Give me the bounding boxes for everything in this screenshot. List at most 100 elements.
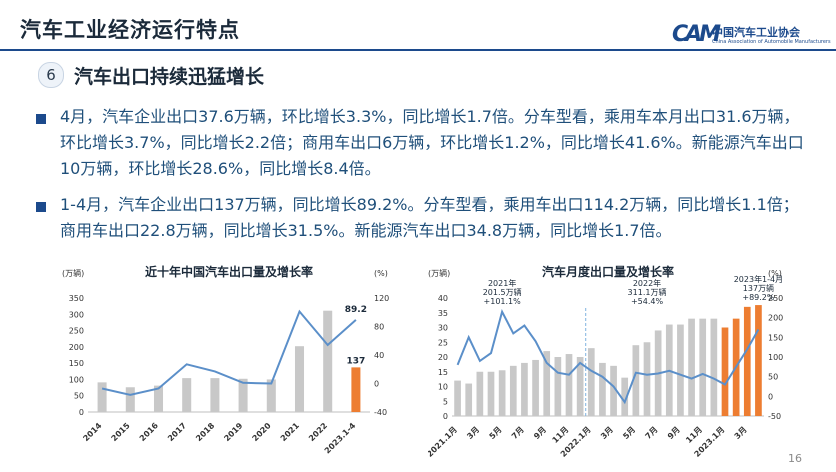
- x-tick-label: 5月: [488, 425, 504, 441]
- x-tick-label: 3月: [733, 425, 749, 441]
- x-tick-label: 9月: [666, 425, 682, 441]
- bar: [755, 305, 762, 416]
- y-right-tick: 200: [768, 314, 783, 323]
- growth-rate-line: [101, 309, 357, 396]
- annotation-label: 137万辆: [743, 283, 774, 293]
- bar: [509, 365, 517, 416]
- y-right-tick: -40: [374, 408, 387, 417]
- y-left-unit: (万辆): [62, 268, 84, 278]
- x-tick-label: 2015: [110, 421, 132, 443]
- x-tick-label: 3月: [465, 425, 481, 441]
- annotation-label: 2023年1-4月: [734, 274, 783, 284]
- bar: [97, 382, 107, 412]
- x-tick-label: 11月: [684, 425, 704, 445]
- y-left-tick: 35: [438, 309, 448, 318]
- data-label: 137: [347, 356, 366, 366]
- bar: [621, 377, 629, 416]
- bullet-icon: [36, 114, 46, 124]
- x-tick-label: 2017: [166, 421, 188, 443]
- x-tick-label: 7月: [644, 425, 660, 441]
- monthly-export-chart: 汽车月度出口量及增长率(万辆) (%)4035302520151050250200…: [428, 264, 783, 459]
- cam-logo: CAM 中国汽车工业协会 China Association of Automo…: [672, 22, 831, 52]
- logo-name-cn: 中国汽车工业协会: [712, 26, 800, 39]
- x-tick-label: 2020: [251, 421, 273, 443]
- annual-export-chart: 近十年中国汽车出口量及增长率 (万辆) (%) 350 300 250 200 150 100 5…: [62, 264, 389, 456]
- bar: [688, 318, 695, 416]
- bar: [465, 383, 473, 416]
- x-tick-label: 2014: [81, 421, 103, 443]
- x-tick-label: 2021.1月: [428, 425, 459, 459]
- annotation-label: +89.2%: [742, 293, 775, 302]
- bar: [699, 318, 707, 416]
- bar: [677, 324, 684, 416]
- bar: [294, 346, 305, 412]
- logo-name-en: China Association of Automobile Manufact…: [712, 39, 831, 45]
- y-left-tick: 5: [443, 397, 448, 406]
- x-tick-label: 5月: [621, 425, 637, 441]
- y-right-tick: -50: [768, 412, 781, 421]
- chart-title: 近十年中国汽车出口量及增长率: [145, 264, 313, 279]
- x-tick-label: 3月: [599, 425, 615, 441]
- annotation-label: 2022年: [633, 278, 661, 288]
- annotation-label: 201.5万辆: [483, 287, 522, 297]
- bar: [125, 387, 135, 412]
- y-left-tick: 150: [69, 359, 84, 368]
- y-left-tick: 250: [69, 327, 84, 336]
- y-right-unit: (%): [374, 269, 388, 278]
- y-left-tick: 30: [438, 324, 448, 333]
- annotation-label: +101.1%: [484, 297, 522, 306]
- y-left-tick: 15: [438, 368, 448, 377]
- x-tick-label: 11月: [551, 425, 571, 445]
- section-title: 汽车出口持续迅猛增长: [74, 66, 265, 88]
- y-right-tick: 80: [374, 323, 384, 332]
- page-title: 汽车工业经济运行特点: [20, 18, 240, 42]
- annotation-label: 311.1万辆: [628, 287, 667, 297]
- y-left-unit: (万辆): [428, 268, 450, 278]
- y-right-tick: 0: [374, 380, 379, 389]
- bar: [487, 371, 495, 416]
- bar: [576, 357, 584, 416]
- bar: [454, 380, 461, 416]
- bar: [521, 362, 528, 416]
- bar: [532, 359, 539, 416]
- x-tick-label: 2018: [194, 421, 216, 443]
- bar: [610, 365, 617, 416]
- bar: [266, 379, 276, 412]
- y-right-unit: (%): [768, 269, 782, 278]
- bar: [182, 378, 192, 412]
- y-left-tick: 25: [438, 338, 448, 347]
- y-right-tick: 100: [768, 353, 783, 362]
- y-left-tick: 300: [69, 310, 84, 319]
- x-tick-label: 7月: [510, 425, 526, 441]
- y-left-tick: 0: [79, 408, 84, 417]
- page-number: 16: [788, 452, 802, 465]
- bar: [587, 348, 595, 416]
- x-tick-label: 2022: [307, 421, 329, 443]
- bullet-icon: [36, 202, 46, 212]
- y-left-tick: 40: [438, 294, 448, 303]
- y-right-tick: 0: [768, 392, 773, 401]
- y-left-tick: 0: [443, 412, 448, 421]
- growth-rate-line: [456, 309, 760, 405]
- y-right-tick: 40: [374, 351, 384, 360]
- x-tick-label: 9月: [532, 425, 548, 441]
- y-left-tick: 350: [69, 294, 84, 303]
- data-label: 89.2: [345, 305, 367, 315]
- bar: [721, 327, 729, 416]
- y-right-tick: 250: [768, 294, 783, 303]
- bar: [632, 345, 640, 416]
- y-right-tick: 150: [768, 333, 783, 342]
- bar: [643, 342, 651, 416]
- bar: [554, 357, 562, 416]
- y-left-tick: 10: [438, 383, 448, 392]
- paragraph-jan-apr: 1-4月，汽车企业出口137万辆，同比增长89.2%。分车型看，乘用车出口114…: [60, 195, 799, 240]
- bar: [543, 351, 551, 416]
- section-number: 6: [38, 62, 64, 88]
- bar: [153, 385, 164, 412]
- bar: [599, 362, 606, 416]
- x-tick-label: 2023.1-4: [323, 421, 358, 456]
- y-left-tick: 20: [438, 353, 448, 362]
- annotation-label: 2021年: [488, 278, 516, 288]
- bar: [476, 371, 484, 416]
- x-tick-label: 2019: [222, 421, 244, 443]
